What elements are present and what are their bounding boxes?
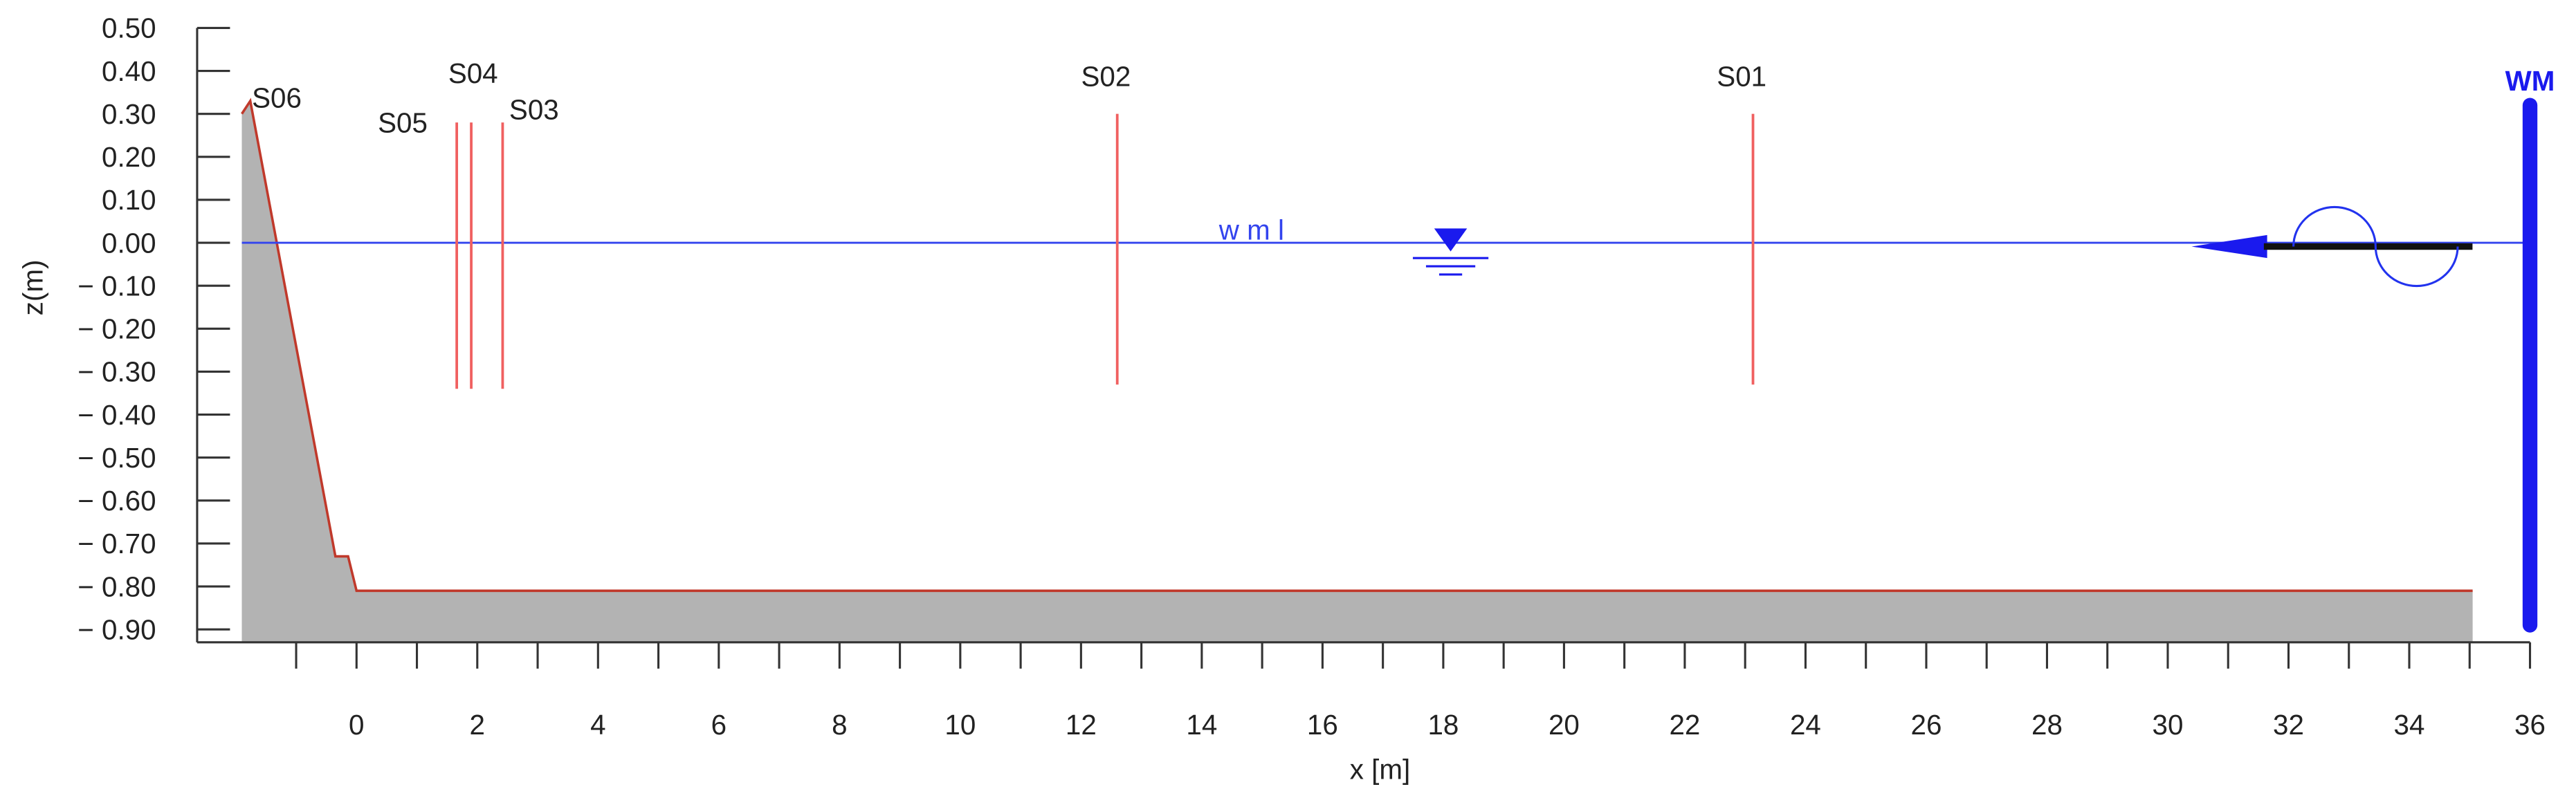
- x-axis-label: x [m]: [1350, 754, 1410, 786]
- water-level-label: w m l: [1218, 214, 1284, 245]
- wave-trough: [2374, 246, 2459, 288]
- x-tick-label: 22: [1669, 709, 1700, 741]
- gauge-label: S05: [378, 106, 428, 138]
- wave-arrow-head: [2191, 234, 2267, 259]
- y-tick-label: − 0.30: [77, 356, 156, 388]
- x-tick-label: 0: [349, 709, 364, 741]
- x-tick-label: 32: [2273, 709, 2304, 741]
- x-tick-label: 12: [1066, 709, 1097, 741]
- x-tick-label: 8: [832, 709, 847, 741]
- x-tick-label: 20: [1549, 709, 1580, 741]
- decorations: [1412, 205, 2473, 288]
- x-tick-label: 34: [2394, 709, 2425, 741]
- bed-line: [241, 98, 2473, 593]
- x-tick-label: 10: [944, 709, 976, 741]
- x-tick-label: 30: [2153, 709, 2184, 741]
- gauge-label: S01: [1717, 60, 1766, 92]
- y-tick-label: − 0.20: [77, 313, 156, 345]
- y-tick-label: 0.10: [102, 184, 156, 216]
- y-tick-label: − 0.50: [77, 442, 156, 474]
- x-tick-label: 2: [470, 709, 485, 741]
- x-tick-label: 36: [2514, 709, 2546, 741]
- x-tick-label: 18: [1427, 709, 1459, 741]
- y-tick-label: − 0.70: [77, 528, 156, 559]
- y-tick-label: 0.40: [102, 55, 156, 87]
- x-tick-label: 4: [590, 709, 605, 741]
- bed-area: [241, 101, 2473, 642]
- x-tick-label: 14: [1186, 709, 1217, 741]
- wave-crest: [2292, 205, 2377, 247]
- x-tick-label: 16: [1307, 709, 1338, 741]
- gauge-label: S02: [1081, 60, 1131, 92]
- y-tick-label: − 0.10: [77, 270, 156, 302]
- x-tick-label: 6: [711, 709, 727, 741]
- x-tick-label: 28: [2031, 709, 2063, 741]
- gauge-label: S04: [448, 57, 498, 89]
- gauge-label: S03: [509, 93, 559, 125]
- y-tick-label: − 0.90: [77, 613, 156, 645]
- x-tick-label: 24: [1790, 709, 1821, 741]
- y-tick-label: 0.00: [102, 227, 156, 259]
- y-tick-label: − 0.60: [77, 485, 156, 517]
- y-tick-label: 0.50: [102, 12, 156, 44]
- x-tick-label: 26: [1911, 709, 1942, 741]
- water-symbol: [1434, 228, 1468, 252]
- y-tick-label: 0.20: [102, 141, 156, 173]
- wavemaker-label: WM: [2505, 65, 2555, 97]
- y-tick-label: − 0.80: [77, 571, 156, 602]
- y-tick-label: 0.30: [102, 98, 156, 130]
- y-tick-label: − 0.40: [77, 399, 156, 431]
- toe-label: S06: [252, 82, 302, 114]
- y-axis-label: z(m): [17, 260, 49, 316]
